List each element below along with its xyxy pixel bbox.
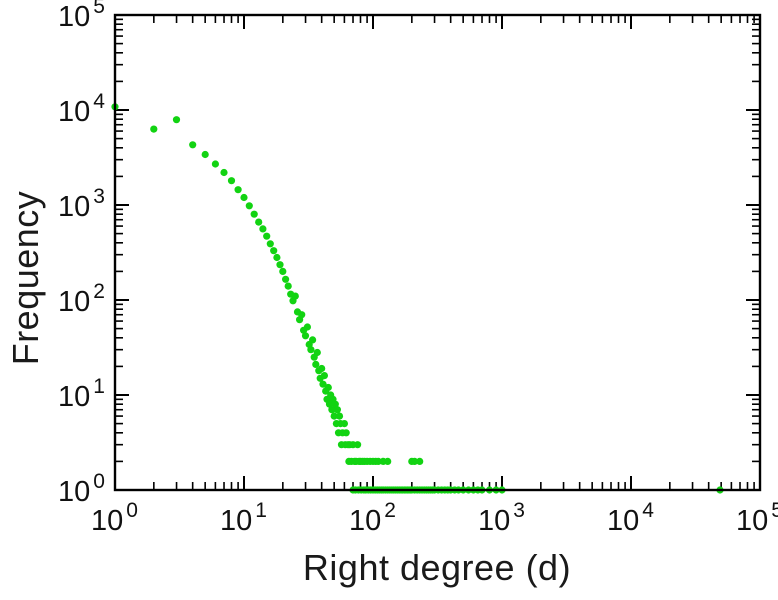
data-point	[318, 364, 326, 373]
data-point	[201, 150, 209, 159]
data-point	[309, 336, 317, 344]
data-point	[303, 323, 311, 331]
data-point	[172, 116, 181, 124]
data-point	[220, 168, 228, 177]
y-tick-label: 10 5	[58, 0, 105, 33]
data-point	[250, 210, 258, 218]
data-point	[319, 380, 327, 388]
x-tick-label: 10 2	[349, 499, 396, 537]
y-tick-label: 10 0	[58, 470, 105, 508]
data-point	[312, 360, 320, 368]
data-point	[411, 457, 419, 465]
data-point	[255, 218, 263, 226]
data-point	[276, 261, 284, 269]
y-tick-label: 10 1	[58, 375, 105, 413]
data-point	[333, 406, 341, 414]
x-tick-label: 10 3	[478, 499, 525, 537]
data-point	[330, 412, 338, 420]
data-point	[227, 177, 236, 185]
plot-frame	[113, 13, 762, 492]
data-point	[259, 225, 267, 233]
data-point	[340, 420, 348, 428]
y-tick-label: 10 2	[58, 280, 105, 318]
y-axis-title: Frequency	[5, 190, 46, 366]
data-point	[335, 412, 344, 420]
x-tick-label: 10 0	[91, 499, 138, 537]
data-point	[282, 275, 290, 283]
data-point	[328, 406, 336, 414]
data-point	[384, 457, 392, 465]
data-point	[416, 457, 424, 465]
data-point	[189, 141, 197, 149]
data-point	[150, 125, 158, 133]
data-point	[266, 240, 274, 248]
data-point	[354, 441, 362, 449]
data-point	[320, 372, 328, 380]
data-point	[301, 332, 310, 340]
data-point	[263, 232, 271, 240]
data-point	[307, 346, 315, 354]
y-tick-label: 10 4	[58, 90, 105, 128]
data-point	[284, 282, 292, 290]
x-tick-label: 10 4	[607, 499, 654, 537]
data-point	[313, 348, 321, 357]
data-point	[240, 193, 248, 202]
data-point	[324, 383, 332, 392]
data-point	[211, 160, 219, 168]
x-tick-label: 10 1	[220, 499, 267, 537]
data-point	[298, 311, 306, 319]
data-point	[331, 400, 339, 408]
data-point	[270, 247, 278, 255]
data-point	[342, 429, 350, 437]
data-point	[245, 202, 253, 210]
x-tick-label: 10 5	[736, 499, 778, 537]
y-tick-label: 10 3	[58, 185, 105, 223]
data-point	[273, 253, 281, 262]
x-axis-title: Right degree (d)	[302, 547, 572, 588]
data-point	[279, 267, 287, 275]
data-point	[291, 292, 299, 300]
data-point	[234, 186, 242, 194]
